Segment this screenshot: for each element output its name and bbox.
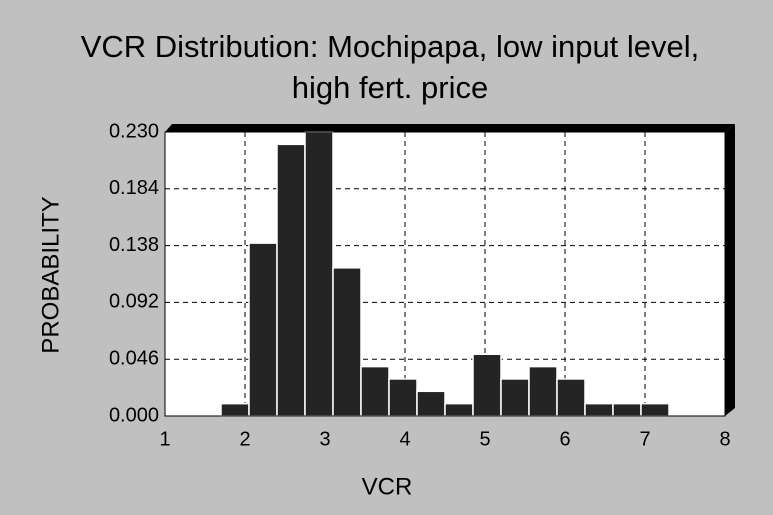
frame-side <box>725 124 735 416</box>
x-tick-label: 6 <box>559 428 570 450</box>
bar <box>472 353 502 417</box>
bar <box>612 402 642 417</box>
bar <box>332 267 362 417</box>
bar <box>304 131 334 417</box>
y-tick-label: 0.000 <box>109 404 159 426</box>
y-tick-label: 0.046 <box>109 347 159 369</box>
x-tick-label: 7 <box>639 428 650 450</box>
bar <box>500 378 530 417</box>
bar <box>556 378 586 417</box>
bar <box>528 365 558 417</box>
x-tick-label: 4 <box>399 428 410 450</box>
chart-title: VCR Distribution: Mochipapa, low input l… <box>80 29 700 105</box>
bar <box>248 242 278 417</box>
bar <box>640 402 670 417</box>
plot-border <box>164 131 726 417</box>
y-tick-label: 0.092 <box>109 291 159 313</box>
y-tick-label: 0.184 <box>109 177 159 199</box>
x-tick-label: 1 <box>159 428 170 450</box>
bar <box>444 402 474 417</box>
x-tick-label: 3 <box>319 428 330 450</box>
y-tick-label: 0.138 <box>109 234 159 256</box>
x-tick-label: 8 <box>719 428 730 450</box>
bar <box>360 365 390 417</box>
frame-top <box>165 124 735 132</box>
bar <box>388 378 418 417</box>
bar <box>276 143 306 417</box>
bar <box>416 390 446 417</box>
bar <box>584 402 614 417</box>
x-axis-label: VCR <box>362 473 413 500</box>
y-axis-label: PROBABILITY <box>37 196 64 353</box>
x-tick-label: 5 <box>479 428 490 450</box>
y-tick-label: 0.230 <box>109 120 159 142</box>
x-tick-label: 2 <box>239 428 250 450</box>
bar <box>220 402 250 417</box>
